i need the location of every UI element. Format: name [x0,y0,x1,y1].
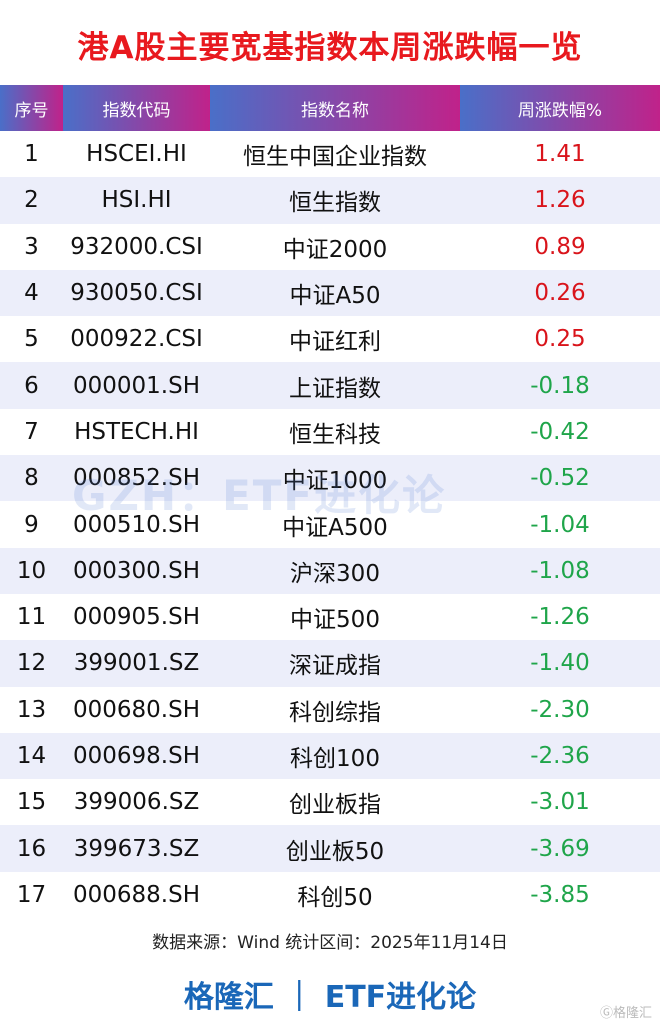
row-seq: 9 [24,511,39,538]
row-change: -2.36 [460,732,660,780]
table-row: 13 000680.SH 科创综指 -2.30 [0,687,660,733]
header-code: 指数代码 [63,85,210,131]
row-code: 000852.SH [63,455,210,502]
row-name: 上证指数 [210,362,460,409]
row-seq: 2 [0,177,63,224]
table-row: 11 000905.SH 中证500 -1.26 [0,594,660,640]
table-row: 3 932000.CSI 中证2000 0.89 [0,224,660,270]
watermark: GZH：ETF进化论 [72,471,447,520]
row-code: HSTECH.HI [74,418,199,445]
header-seq: 序号 [0,85,63,131]
row-change: 0.89 [534,233,586,260]
row-code: HSI.HI [63,177,210,224]
row-seq: 1 [24,141,39,168]
row-change: 0.26 [460,269,660,317]
row-code: 930050.CSI [63,269,210,317]
row-change: -1.04 [530,511,590,538]
table-row: 10 000300.SH 沪深300 -1.08 [0,547,660,594]
source-note: 数据来源：Wind 统计区间：2025年11月14日 [152,933,508,953]
row-change: 0.25 [534,326,586,353]
row-code: 000922.CSI [70,326,203,353]
row-code: 000300.SH [63,547,210,594]
brand-footer: 格隆汇 ｜ ETF进化论 [183,980,477,1015]
row-change: -3.01 [530,789,590,816]
logo-text: 格隆汇 [612,1006,652,1021]
page-title: 港A股主要宽基指数本周涨跌幅一览 [77,30,583,66]
row-code: 399006.SZ [73,789,200,816]
row-name: 恒生科技 [289,421,381,448]
table-row: 6 000001.SH 上证指数 -0.18 [0,362,660,409]
row-seq: 10 [0,547,63,594]
table-row: 16 399673.SZ 创业板50 -3.69 [0,825,660,872]
table-row: 8 000852.SH 中证1000 -0.52 [0,455,660,502]
row-name: 深证成指 [210,640,460,687]
row-seq: 6 [0,362,63,409]
row-seq: 5 [24,326,39,353]
header-change: 周涨跌幅% [460,85,660,131]
row-change: 1.41 [534,141,586,168]
row-name: 科创50 [297,884,373,911]
row-code: 000698.SH [63,732,210,780]
table-row: 17 000688.SH 科创50 -3.85 [0,872,660,918]
table-row: 9 000510.SH 中证A500 -1.04 [0,501,660,547]
row-name: 恒生中国企业指数 [243,144,427,171]
table-row: 2 HSI.HI 恒生指数 1.26 [0,177,660,224]
row-name: 科创100 [210,732,460,780]
row-change: -1.08 [460,547,660,594]
row-code: 000001.SH [63,362,210,409]
row-change: -2.30 [530,696,590,723]
row-seq: 16 [0,825,63,872]
gelonghui-logo: Ⓖ格隆汇 [599,1006,652,1021]
row-change: -0.18 [460,362,660,409]
row-code: HSCEI.HI [86,141,187,168]
table-row: 14 000698.SH 科创100 -2.36 [0,732,660,780]
row-name: 中证A500 [282,514,388,541]
row-name: 中证2000 [282,236,388,263]
row-seq: 15 [16,789,47,816]
table-row: 7 HSTECH.HI 恒生科技 -0.42 [0,409,660,455]
row-change: -0.52 [460,455,660,502]
row-code: 000680.SH [72,696,200,723]
row-seq: 11 [16,604,47,631]
row-name: 创业板指 [289,792,381,819]
row-change: -1.26 [530,604,590,631]
row-code: 000510.SH [72,511,200,538]
row-name: 沪深300 [210,547,460,594]
row-change: -1.40 [460,640,660,687]
row-name: 中证红利 [289,329,381,356]
index-table: 序号 指数代码 指数名称 周涨跌幅% 1 HSCEI.HI 恒生中国企业指数 1.41… [0,85,660,918]
row-change: -3.69 [460,825,660,872]
table-row: 15 399006.SZ 创业板指 -3.01 [0,779,660,825]
row-name: 中证1000 [210,455,460,502]
row-seq: 17 [16,881,47,908]
row-code: 399673.SZ [63,825,210,872]
row-seq: 12 [0,640,63,687]
row-seq: 7 [24,418,39,445]
table-header: 序号 指数代码 指数名称 周涨跌幅% [0,85,660,131]
row-name: 中证500 [290,607,380,634]
row-code: 000688.SH [72,881,200,908]
row-name: 科创综指 [289,699,381,726]
row-seq: 8 [0,455,63,502]
row-code: 399001.SZ [63,640,210,687]
row-seq: 4 [0,269,63,317]
row-change: -3.85 [530,881,590,908]
row-change: -0.42 [530,418,590,445]
row-name: 创业板50 [210,825,460,872]
row-name: 中证A50 [210,269,460,317]
table-row: 12 399001.SZ 深证成指 -1.40 [0,640,660,687]
table-row: 5 000922.CSI 中证红利 0.25 [0,316,660,362]
row-seq: 13 [16,696,47,723]
row-change: 1.26 [460,177,660,224]
row-code: 932000.CSI [70,233,203,260]
table-row: 4 930050.CSI 中证A50 0.26 [0,269,660,317]
table-row: 1 HSCEI.HI 恒生中国企业指数 1.41 [0,131,660,177]
row-seq: 14 [0,732,63,780]
row-code: 000905.SH [72,604,200,631]
row-seq: 3 [24,233,39,260]
header-name: 指数名称 [210,85,460,131]
row-name: 恒生指数 [210,177,460,224]
